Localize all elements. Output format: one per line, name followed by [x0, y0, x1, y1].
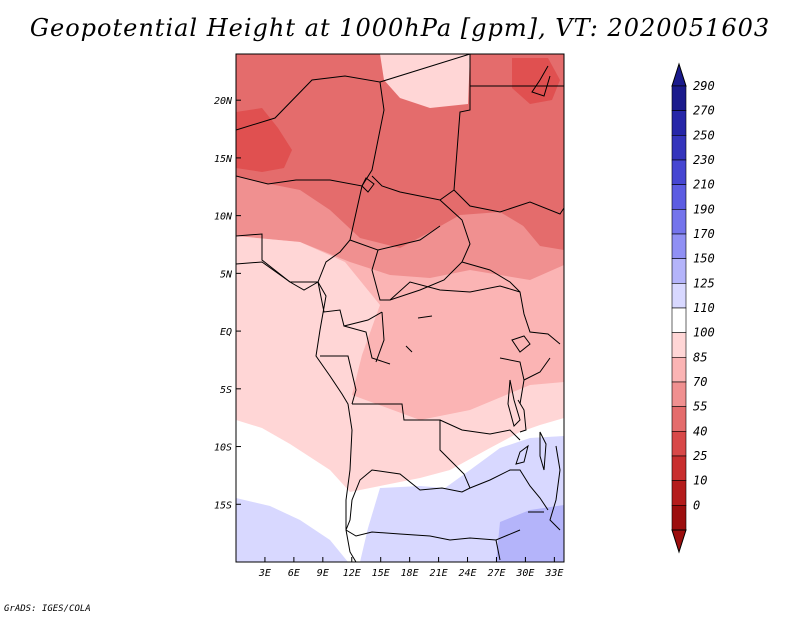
colorbar-swatch: [671, 159, 687, 185]
colorbar-label: 110: [693, 301, 715, 315]
field-band-125: [236, 498, 348, 562]
field-band-100-north: [380, 54, 470, 108]
colorbar-label: 0: [693, 498, 700, 512]
contour-field: [236, 54, 564, 562]
colorbar-label: 40: [693, 424, 707, 438]
chart-title: Geopotential Height at 1000hPa [gpm], VT…: [29, 14, 771, 42]
colorbar-swatch: [671, 283, 687, 309]
field-band-40: [236, 108, 292, 172]
colorbar-swatch: [671, 357, 687, 383]
colorbar-swatch: [671, 233, 687, 259]
lakes: [361, 177, 547, 513]
colorbar-label: 230: [693, 153, 715, 167]
colorbar-swatch: [671, 209, 687, 235]
colorbar-swatch: [671, 431, 687, 457]
y-tick-label: EQ: [220, 327, 232, 338]
colorbar-swatch: [671, 85, 687, 111]
colorbar-swatch: [671, 406, 687, 432]
colorbar-swatch: [671, 258, 687, 284]
colorbar-label: 25: [693, 449, 707, 463]
colorbar-swatch: [671, 110, 687, 136]
plot-frame: [235, 53, 565, 563]
colorbar-label: 85: [693, 350, 707, 364]
colorbar-swatch: [671, 307, 687, 333]
y-tick-label: 20N: [214, 96, 233, 107]
colorbar-label: 100: [693, 326, 715, 340]
colorbar-swatch: [671, 505, 687, 531]
colorbar-label: 270: [693, 104, 715, 118]
y-tick-label: 10S: [214, 443, 232, 454]
field-band-40-ne: [512, 58, 560, 104]
colorbar-label: 150: [693, 252, 715, 266]
colorbar-label: 55: [693, 400, 707, 414]
field-band-150: [496, 505, 564, 562]
credit-label: GrADS: IGES/COLA: [4, 604, 91, 614]
colorbar-top-arrow: [671, 62, 687, 87]
y-axis: 20N 15N 10N 5N EQ 5S 10S 15S: [214, 96, 241, 511]
colorbar-swatch: [671, 455, 687, 481]
colorbar-label: 190: [693, 202, 715, 216]
colorbar-swatch: [671, 135, 687, 161]
x-tick-label: 24E: [458, 568, 476, 579]
x-tick-label: 21E: [430, 568, 448, 579]
x-tick-label: 15E: [372, 568, 390, 579]
x-tick-label: 12E: [343, 568, 361, 579]
coastline: [236, 65, 551, 562]
y-tick-label: 15S: [214, 500, 232, 511]
colorbar-bottom-arrow: [671, 529, 687, 554]
colorbar-swatch: [671, 480, 687, 506]
colorbar-label: 70: [693, 375, 707, 389]
colorbar-label: 290: [693, 79, 715, 93]
y-tick-label: 10N: [214, 212, 233, 223]
colorbar-swatch: [671, 381, 687, 407]
colorbar-label: 250: [693, 128, 715, 142]
x-tick-label: 3E: [258, 568, 271, 579]
y-tick-label: 5S: [220, 385, 232, 396]
colorbar-swatch: [671, 184, 687, 210]
x-tick-label: 27E: [487, 568, 505, 579]
x-tick-label: 9E: [317, 568, 329, 579]
x-axis: 3E 6E 9E 12E 15E 18E 21E 24E 27E 30E 33E: [258, 557, 563, 579]
x-tick-label: 18E: [401, 568, 419, 579]
colorbar-label: 10: [693, 474, 707, 488]
field-band-55-east: [470, 54, 564, 250]
x-tick-label: 33E: [544, 568, 563, 579]
colorbar-label: 125: [693, 276, 715, 290]
y-tick-label: 5N: [220, 269, 233, 280]
colorbar: 2902702502302101901701501251101008570554…: [671, 62, 715, 554]
y-tick-label: 15N: [214, 154, 233, 165]
country-borders: [236, 54, 564, 561]
colorbar-label: 210: [693, 178, 715, 192]
x-tick-label: 6E: [288, 568, 300, 579]
colorbar-label: 170: [693, 227, 715, 241]
colorbar-swatch: [671, 332, 687, 358]
x-tick-label: 30E: [515, 568, 534, 579]
